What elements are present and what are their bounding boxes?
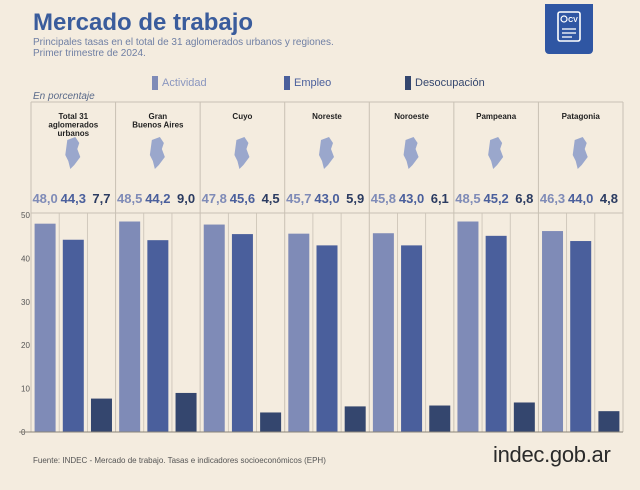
- category-label-1-1: Buenos Aires: [132, 121, 184, 130]
- brand-suffix: .gob.ar: [544, 442, 611, 467]
- bar-0-1: [62, 239, 84, 432]
- value-label-1-1: 44,2: [145, 191, 170, 206]
- region-map-icon: [65, 137, 81, 169]
- value-label-0-1: 44,3: [61, 191, 86, 206]
- bar-2-2: [260, 412, 282, 432]
- legend-swatch-employment: [284, 76, 290, 90]
- region-map-icon: [234, 137, 250, 169]
- value-label-2-1: 45,6: [230, 191, 255, 206]
- bar-3-0: [288, 233, 310, 432]
- value-label-1-0: 48,5: [117, 191, 142, 206]
- value-label-2-2: 4,5: [262, 191, 280, 206]
- category-label-5-0: Pampeana: [476, 112, 517, 121]
- category-label-3-0: Noreste: [312, 112, 342, 121]
- subtitle-line-2: Primer trimestre de 2024.: [33, 48, 146, 59]
- value-label-3-1: 43,0: [314, 191, 339, 206]
- y-tick-label-40: 40: [21, 254, 30, 263]
- bar-6-2: [598, 411, 620, 432]
- value-label-0-0: 48,0: [32, 191, 57, 206]
- legend-label-employment: Empleo: [294, 77, 332, 89]
- document-icon: CV: [557, 11, 581, 42]
- bar-5-1: [485, 235, 507, 432]
- value-label-6-0: 46,3: [540, 191, 565, 206]
- value-label-5-0: 48,5: [455, 191, 480, 206]
- value-label-4-2: 6,1: [431, 191, 449, 206]
- value-label-6-1: 44,0: [568, 191, 593, 206]
- brand-main: indec: [493, 442, 545, 467]
- bar-1-2: [175, 392, 197, 432]
- region-map-icon: [572, 137, 588, 169]
- bar-6-0: [542, 231, 564, 432]
- y-tick-label-30: 30: [21, 298, 30, 307]
- value-label-3-2: 5,9: [346, 191, 364, 206]
- region-map-icon: [488, 137, 504, 169]
- category-label-4-0: Noroeste: [394, 112, 429, 121]
- region-map-icon: [403, 137, 419, 169]
- y-tick-label-10: 10: [21, 385, 30, 394]
- bar-0-2: [90, 398, 112, 432]
- value-label-0-2: 7,7: [92, 191, 110, 206]
- subtitle-line-1: Principales tasas en el total de 31 aglo…: [33, 37, 334, 48]
- region-map-icon: [149, 137, 165, 169]
- bar-1-1: [147, 240, 169, 432]
- value-label-5-2: 6,8: [515, 191, 533, 206]
- value-label-3-0: 45,7: [286, 191, 311, 206]
- category-label-1-0: Gran: [149, 112, 168, 121]
- bar-5-2: [513, 402, 535, 432]
- badge-text: CV: [568, 17, 578, 24]
- category-label-2-0: Cuyo: [232, 112, 252, 121]
- value-label-4-0: 45,8: [371, 191, 396, 206]
- cv-badge: CV: [545, 4, 593, 54]
- legend-label-activity: Actividad: [162, 77, 207, 89]
- value-label-1-2: 9,0: [177, 191, 195, 206]
- category-label-0-1: aglomerados: [48, 121, 98, 130]
- value-label-4-1: 43,0: [399, 191, 424, 206]
- legend-swatch-activity: [152, 76, 158, 90]
- legend-label-unemployment: Desocupación: [415, 77, 485, 89]
- legend-swatch-unemployment: [405, 76, 411, 90]
- value-label-2-0: 47,8: [202, 191, 227, 206]
- indec-logo: indec.gob.ar: [493, 442, 611, 468]
- bar-0-0: [34, 223, 56, 432]
- bar-4-1: [401, 245, 423, 432]
- bar-5-0: [457, 221, 479, 432]
- bar-4-2: [429, 405, 451, 432]
- bar-2-0: [203, 224, 225, 432]
- source-note: Fuente: INDEC - Mercado de trabajo. Tasa…: [33, 456, 326, 465]
- bar-3-2: [344, 406, 366, 432]
- category-label-0-0: Total 31: [58, 112, 88, 121]
- region-map-icon: [319, 137, 334, 169]
- category-label-0-2: urbanos: [58, 129, 90, 138]
- y-tick-label-20: 20: [21, 341, 30, 350]
- bar-1-0: [119, 221, 141, 432]
- value-label-5-1: 45,2: [483, 191, 508, 206]
- bar-3-1: [316, 245, 338, 432]
- page-title: Mercado de trabajo: [33, 9, 254, 36]
- category-label-6-0: Patagonia: [562, 112, 601, 121]
- value-label-6-2: 4,8: [600, 191, 618, 206]
- unit-label: En porcentaje: [33, 91, 95, 102]
- bar-4-0: [372, 233, 394, 432]
- bar-6-1: [570, 241, 592, 432]
- y-tick-label-50: 50: [21, 211, 30, 220]
- bar-2-1: [231, 234, 253, 432]
